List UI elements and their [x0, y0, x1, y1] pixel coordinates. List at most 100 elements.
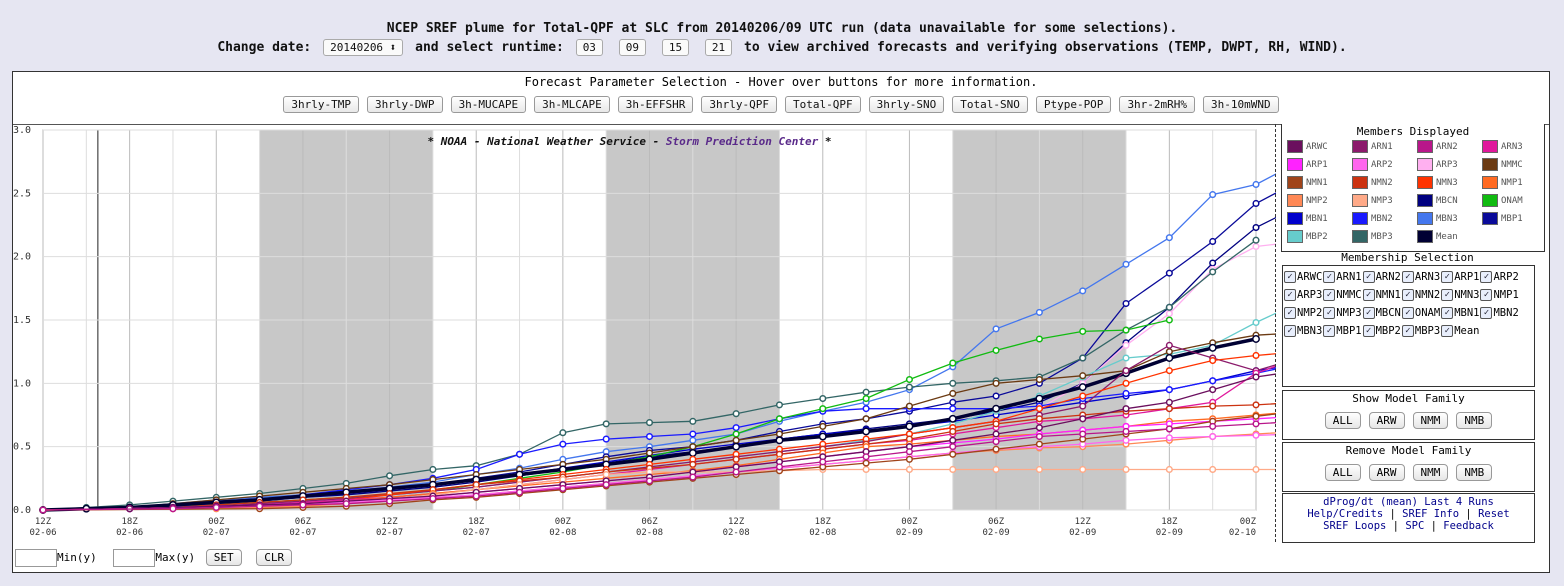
x-tick-label: 18Z [468, 517, 485, 527]
param-button-3hrly-sno[interactable]: 3hrly-SNO [868, 96, 945, 113]
param-button-total-qpf[interactable]: Total-QPF [785, 96, 861, 113]
param-button-3h-mlcape[interactable]: 3h-MLCAPE [534, 96, 610, 113]
runtime-label: and select runtime: [415, 40, 564, 55]
feedback-link[interactable]: Feedback [1443, 520, 1494, 532]
param-button-3hrly-tmp[interactable]: 3hrly-TMP [283, 96, 359, 113]
data-point-onam [862, 394, 870, 403]
data-point-mbcn [1252, 223, 1260, 232]
membership-checkbox-nmp1[interactable]: ✓ NMP1 [1480, 286, 1519, 304]
membership-checkbox-onam[interactable]: ✓ ONAM [1401, 304, 1440, 322]
data-point-mean [1078, 383, 1087, 392]
data-point-nmmc [905, 402, 913, 410]
x-tick-label: 12Z [728, 517, 745, 527]
param-button-3hrly-dwp[interactable]: 3hrly-DWP [366, 96, 443, 113]
membership-checkbox-nmp3[interactable]: ✓ NMP3 [1323, 304, 1362, 322]
sref-loops-link[interactable]: SREF Loops [1323, 520, 1387, 532]
checkbox-label: ARP3 [1297, 289, 1323, 301]
data-point-arp3 [1122, 341, 1130, 349]
help-link[interactable]: Help/Credits [1307, 508, 1384, 520]
membership-checkbox-mbp3[interactable]: ✓ MBP3 [1401, 322, 1440, 340]
membership-checkbox-mbn3[interactable]: ✓ MBN3 [1284, 322, 1322, 340]
data-point-mbp3 [689, 417, 697, 425]
remove-family-button-nmm[interactable]: NMM [1412, 464, 1449, 481]
membership-checkbox-mbp2[interactable]: ✓ MBP2 [1362, 322, 1401, 340]
max-y-input[interactable] [113, 549, 156, 567]
x-tick-date-label: 02-10 [1229, 528, 1256, 538]
membership-checkbox-mean[interactable]: ✓ Mean [1441, 322, 1479, 340]
membership-checkbox-arn1[interactable]: ✓ ARN1 [1323, 268, 1362, 286]
link-separator: | [1389, 508, 1396, 520]
sref-info-link[interactable]: SREF Info [1402, 508, 1460, 520]
membership-checkbox-nmn1[interactable]: ✓ NMN1 [1362, 286, 1401, 304]
legend-swatch [1482, 176, 1498, 189]
data-point-arn2 [732, 468, 740, 476]
legend-item-mbcn: MBCN [1417, 194, 1458, 207]
legend-swatch [1417, 230, 1433, 243]
spc-link[interactable]: SPC [1405, 520, 1425, 532]
membership-checkbox-arn2[interactable]: ✓ ARN2 [1362, 268, 1401, 286]
checkbox-label: NMP2 [1297, 307, 1323, 319]
data-point-arwc [1079, 415, 1087, 423]
remove-family-button-nmb[interactable]: NMB [1456, 464, 1493, 481]
membership-checkbox-mbcn[interactable]: ✓ MBCN [1362, 304, 1401, 322]
param-button-3hrly-qpf[interactable]: 3hrly-QPF [701, 96, 777, 113]
show-family-panel: Show Model Family ALL ARW NMM NMB [1282, 390, 1535, 440]
membership-checkbox-arn3[interactable]: ✓ ARN3 [1401, 268, 1440, 286]
x-tick-date-label: 02-09 [983, 528, 1010, 538]
membership-checkbox-nmn2[interactable]: ✓ NMN2 [1401, 286, 1440, 304]
param-button-3h-10mwnd[interactable]: 3h-10mWND [1203, 96, 1279, 113]
reset-link[interactable]: Reset [1478, 508, 1510, 520]
show-family-button-all[interactable]: ALL [1324, 412, 1361, 429]
data-point-onam [775, 415, 784, 423]
data-point-onam [992, 346, 1000, 354]
membership-checkbox-nmp2[interactable]: ✓ NMP2 [1284, 304, 1322, 322]
max-y-label: Max(y) [155, 551, 196, 564]
membership-checkbox-arp3[interactable]: ✓ ARP3 [1284, 286, 1322, 304]
data-point-mbn3 [1165, 234, 1173, 242]
runtime-button-15[interactable]: 15 [661, 39, 690, 56]
param-button-3hr-2mrh-[interactable]: 3hr-2mRH% [1119, 96, 1196, 113]
runtime-button-09[interactable]: 09 [618, 39, 647, 56]
data-point-mbcn [1209, 259, 1217, 267]
data-point-nmn1 [1252, 412, 1260, 420]
dprog-link[interactable]: dProg/dt (mean) Last 4 Runs [1323, 496, 1494, 508]
runtime-button-21[interactable]: 21 [704, 39, 733, 56]
checkbox-check-icon: ✓ [1441, 307, 1454, 319]
membership-checkbox-arp2[interactable]: ✓ ARP2 [1480, 268, 1519, 286]
legend-label: ARWC [1306, 142, 1328, 152]
show-family-button-arw[interactable]: ARW [1368, 412, 1405, 429]
membership-checkbox-mbp1[interactable]: ✓ MBP1 [1323, 322, 1362, 340]
show-family-button-nmm[interactable]: NMM [1412, 412, 1449, 429]
data-point-nmp3 [1035, 465, 1043, 474]
data-point-arn2 [1209, 422, 1217, 430]
data-point-mbn2 [862, 405, 870, 413]
param-button-total-sno[interactable]: Total-SNO [952, 96, 1028, 113]
x-tick-date-label: 02-07 [376, 528, 403, 538]
membership-checkbox-mbn1[interactable]: ✓ MBN1 [1441, 304, 1479, 322]
data-point-onam [1035, 335, 1043, 343]
data-point-onam [1165, 316, 1173, 324]
remove-family-button-all[interactable]: ALL [1324, 464, 1361, 481]
remove-family-button-arw[interactable]: ARW [1368, 464, 1405, 481]
param-button-3h-mucape[interactable]: 3h-MUCAPE [450, 96, 527, 113]
data-point-mbn2 [559, 440, 567, 448]
date-select[interactable]: 20140206 ⬍ [323, 39, 404, 56]
data-point-nmn1 [1035, 440, 1043, 448]
runtime-button-03[interactable]: 03 [575, 39, 603, 56]
membership-checkbox-mbn2[interactable]: ✓ MBN2 [1480, 304, 1519, 322]
membership-checkbox-nmn3[interactable]: ✓ NMN3 [1441, 286, 1479, 304]
membership-checkbox-nmmc[interactable]: ✓ NMMC [1323, 286, 1362, 304]
checkbox-check-icon: ✓ [1441, 325, 1454, 337]
set-button[interactable]: SET [205, 549, 242, 566]
data-point-nmn2 [1252, 401, 1260, 409]
membership-checkbox-arwc[interactable]: ✓ ARWC [1284, 268, 1322, 286]
membership-checkbox-arp1[interactable]: ✓ ARP1 [1441, 268, 1479, 286]
param-button-ptype-pop[interactable]: Ptype-POP [1035, 96, 1112, 113]
x-tick-label: 06Z [988, 517, 1005, 527]
data-point-arn2 [256, 502, 264, 510]
side-panel: Members Displayed ARWC ARN1 ARN2 ARN3 ARP1 AR… [1275, 124, 1548, 543]
min-y-input[interactable] [15, 549, 57, 567]
show-family-button-nmb[interactable]: NMB [1456, 412, 1493, 429]
clear-button[interactable]: CLR [256, 549, 293, 566]
param-button-3h-effshr[interactable]: 3h-EFFSHR [617, 96, 694, 113]
